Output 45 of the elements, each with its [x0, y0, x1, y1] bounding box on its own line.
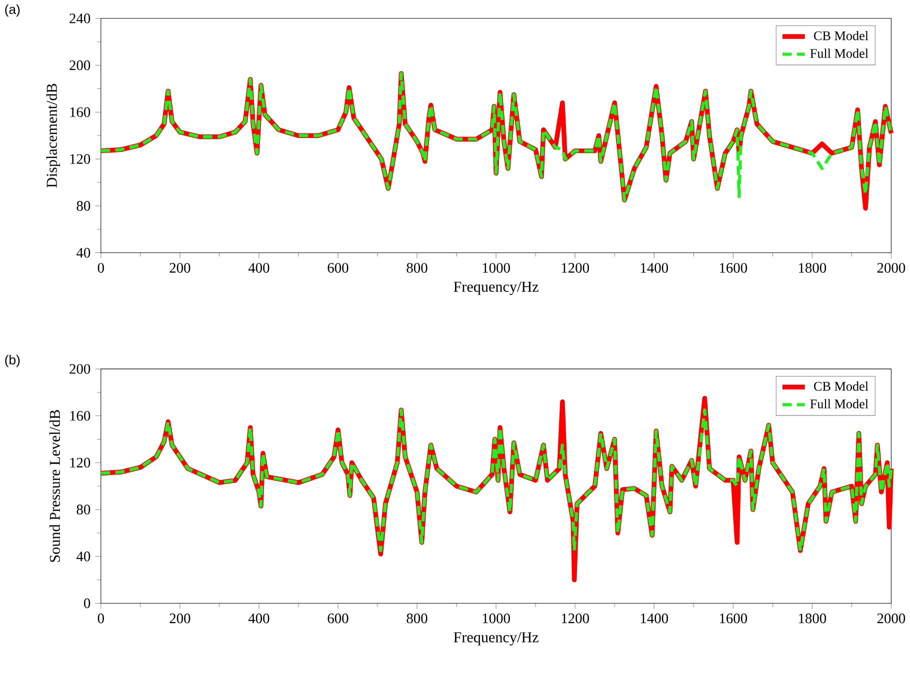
- x-axis-title: Frequency/Hz: [454, 632, 538, 646]
- x-tick-label: 1200: [562, 262, 589, 273]
- legend-label: CB Model: [814, 381, 868, 391]
- text: (a): [5, 4, 20, 17]
- x-tick-label: 200: [170, 262, 190, 273]
- y-axis-title: Displacement/dB: [46, 84, 60, 188]
- x-tick-label: 600: [328, 262, 348, 273]
- x-tick-label: 400: [248, 613, 270, 624]
- legend-label: CB Model: [814, 30, 868, 40]
- y-tick-label: 0: [84, 598, 90, 608]
- x-tick-label: 1600: [720, 262, 748, 273]
- line-series: [99, 408, 893, 552]
- x-tick-label: 0: [98, 613, 104, 624]
- x-axis-title: Frequency/Hz: [454, 282, 538, 295]
- y-tick-label: 40: [76, 551, 90, 562]
- x-tick-label: 2000: [877, 613, 906, 624]
- y-tick-label: 120: [70, 458, 90, 468]
- x-tick-label: 600: [328, 613, 348, 624]
- y-tick-label: 120: [70, 154, 90, 164]
- y-tick-label: 160: [70, 107, 90, 117]
- x-tick-label: 1800: [799, 613, 826, 624]
- x-tick-label: 200: [170, 613, 190, 624]
- y-tick-label: 200: [70, 364, 90, 374]
- y-tick-label: 200: [70, 60, 90, 70]
- x-tick-label: 1800: [799, 262, 826, 273]
- x-tick-label: 1400: [640, 613, 668, 624]
- x-tick-label: 1400: [640, 262, 668, 273]
- x-tick-label: 2000: [877, 262, 906, 273]
- x-tick-label: 1600: [720, 613, 748, 624]
- y-tick-label: 160: [70, 410, 90, 421]
- x-tick-label: 400: [248, 262, 270, 273]
- y-tick-label: 240: [70, 14, 90, 24]
- y-tick-label: 80: [76, 200, 90, 211]
- x-tick-label: 800: [406, 613, 428, 624]
- legend-label: Full Model: [810, 48, 868, 58]
- text: (b): [5, 354, 20, 368]
- legend-label: Full Model: [810, 399, 868, 408]
- x-tick-label: 0: [98, 262, 104, 273]
- x-tick-label: 1200: [562, 613, 589, 624]
- x-tick-label: 1000: [482, 262, 510, 273]
- y-axis-title: Sound Pressure Level/dB: [49, 410, 60, 562]
- x-tick-label: 800: [406, 262, 428, 273]
- x-tick-label: 1000: [482, 613, 510, 624]
- y-tick-label: 40: [76, 248, 90, 258]
- y-tick-label: 80: [76, 504, 90, 514]
